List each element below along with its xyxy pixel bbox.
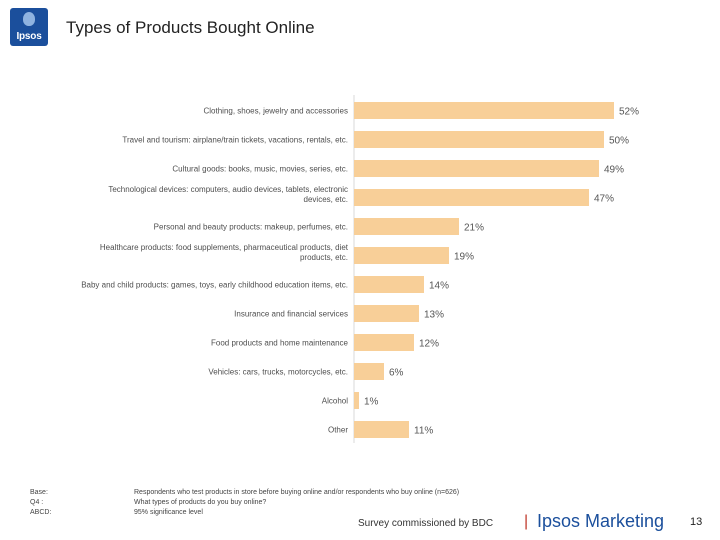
ipsos-logo: Ipsos	[10, 8, 48, 46]
bar-6	[354, 276, 424, 293]
logo-text: Ipsos	[16, 31, 42, 42]
bar-10	[354, 392, 359, 409]
value-label-10: 1%	[364, 397, 379, 408]
footer-note-base: Respondents who test products in store b…	[134, 489, 460, 496]
footer-separator: |	[524, 513, 529, 530]
value-label-0: 52%	[619, 107, 639, 118]
page-title: Types of Products Bought Online	[66, 18, 315, 37]
category-label-6: Baby and child products: games, toys, ea…	[81, 281, 348, 290]
category-label-2: Cultural goods: books, music, movies, se…	[172, 165, 348, 174]
ipsos-marketing-brand: Ipsos Marketing	[537, 511, 665, 531]
value-label-1: 50%	[609, 136, 629, 147]
value-label-4: 21%	[464, 223, 484, 234]
footer-label-base: Base:	[30, 489, 48, 496]
footer-notes: Respondents who test products in store b…	[134, 488, 459, 518]
bar-5	[354, 247, 449, 264]
category-label-8: Food products and home maintenance	[211, 339, 349, 348]
bar-11	[354, 421, 409, 438]
bar-7	[354, 305, 419, 322]
bar-0	[354, 102, 614, 119]
footer-label-q4: Q4 :	[30, 499, 44, 506]
footer-note-question: What types of products do you buy online…	[134, 499, 267, 506]
bar-8	[354, 334, 414, 351]
category-label-9: Vehicles: cars, trucks, motorcycles, etc…	[208, 368, 348, 377]
value-label-7: 13%	[424, 310, 444, 321]
value-label-3: 47%	[594, 194, 614, 205]
value-label-9: 6%	[389, 368, 404, 379]
value-label-2: 49%	[604, 165, 624, 176]
category-label-11: Other	[328, 426, 348, 435]
category-label-4: Personal and beauty products: makeup, pe…	[154, 223, 348, 232]
footer-labels: Base: Q4 : ABCD:	[30, 488, 51, 518]
category-label-0: Clothing, shoes, jewelry and accessories	[203, 107, 348, 116]
category-label-3: Technological devices: computers, audio …	[108, 185, 348, 204]
value-label-8: 12%	[419, 339, 439, 350]
category-label-10: Alcohol	[322, 397, 348, 406]
bar-4	[354, 218, 459, 235]
bar-1	[354, 131, 604, 148]
category-label-1: Travel and tourism: airplane/train ticke…	[122, 136, 348, 145]
survey-credit: Survey commissioned by BDC	[358, 518, 494, 529]
page-number: 13	[690, 516, 703, 528]
category-label-5: Healthcare products: food supplements, p…	[100, 243, 349, 262]
value-label-5: 19%	[454, 252, 474, 263]
bar-3	[354, 189, 589, 206]
category-label-7: Insurance and financial services	[234, 310, 348, 319]
value-label-11: 11%	[414, 426, 433, 437]
globe-icon	[23, 12, 35, 26]
footer-label-abcd: ABCD:	[30, 509, 52, 516]
value-label-6: 14%	[429, 281, 449, 292]
bar-2	[354, 160, 599, 177]
bar-chart: 52% Clothing, shoes, jewelry and accessor…	[81, 95, 639, 443]
footer-note-significance: 95% significance level	[134, 509, 203, 516]
bar-9	[354, 363, 384, 380]
